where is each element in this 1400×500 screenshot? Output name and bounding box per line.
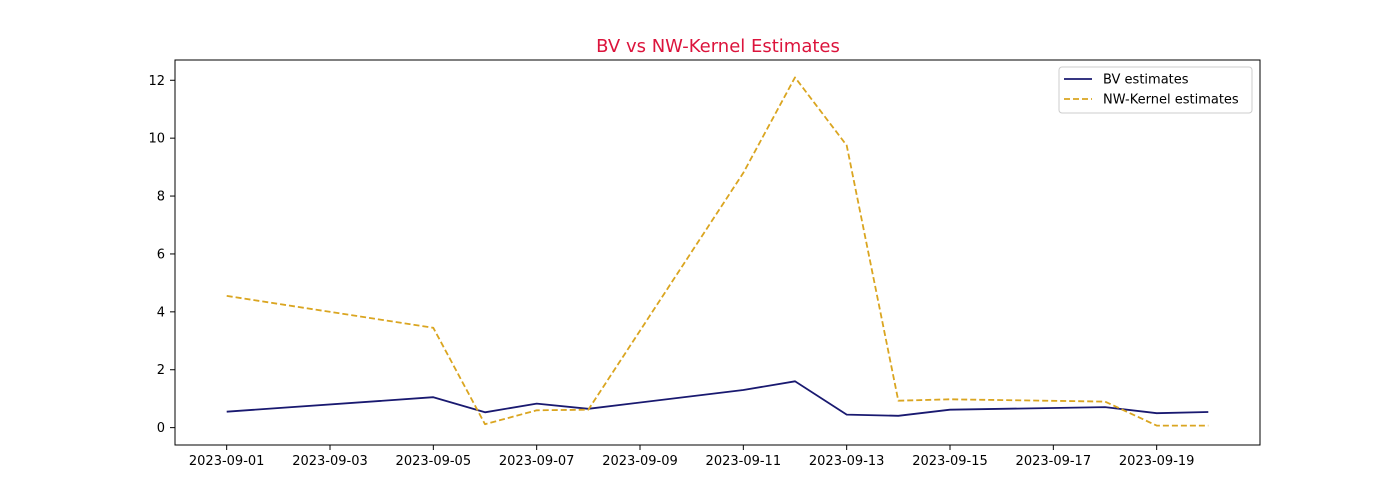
x-tick-label: 2023-09-13	[809, 454, 885, 469]
plot-area: 2023-09-01 2023-09-03 2023-09-05 2023-09-07…	[148, 59, 1261, 469]
y-tick-label: 6	[157, 247, 165, 262]
x-tick-label: 2023-09-11	[706, 454, 782, 469]
x-tick-label: 2023-09-03	[292, 454, 368, 469]
series-line-nw-kernel	[226, 76, 1209, 427]
x-tick-label: 2023-09-01	[189, 454, 265, 469]
x-tick-label: 2023-09-09	[602, 454, 678, 469]
y-tick-label: 10	[148, 132, 165, 147]
legend-box	[1058, 66, 1253, 114]
y-tick-label: 8	[157, 190, 165, 205]
axes-frame	[174, 59, 1261, 446]
y-tick-label: 12	[148, 74, 165, 89]
chart-title: BV vs NW-Kernel Estimates	[596, 36, 840, 57]
y-tick-label: 2	[157, 363, 165, 378]
series-line-bv	[226, 380, 1209, 417]
x-tick-label: 2023-09-05	[396, 454, 472, 469]
x-tick-label: 2023-09-17	[1016, 454, 1092, 469]
x-tick-label: 2023-09-15	[912, 454, 988, 469]
y-tick-label: 0	[157, 421, 165, 436]
legend-label: BV estimates	[1103, 73, 1189, 88]
legend: BV estimates NW-Kernel estimates	[1058, 66, 1253, 114]
x-tick-label: 2023-09-07	[499, 454, 575, 469]
y-tick-label: 4	[157, 305, 165, 320]
x-tick-label: 2023-09-19	[1119, 454, 1195, 469]
legend-label: NW-Kernel estimates	[1103, 93, 1239, 108]
